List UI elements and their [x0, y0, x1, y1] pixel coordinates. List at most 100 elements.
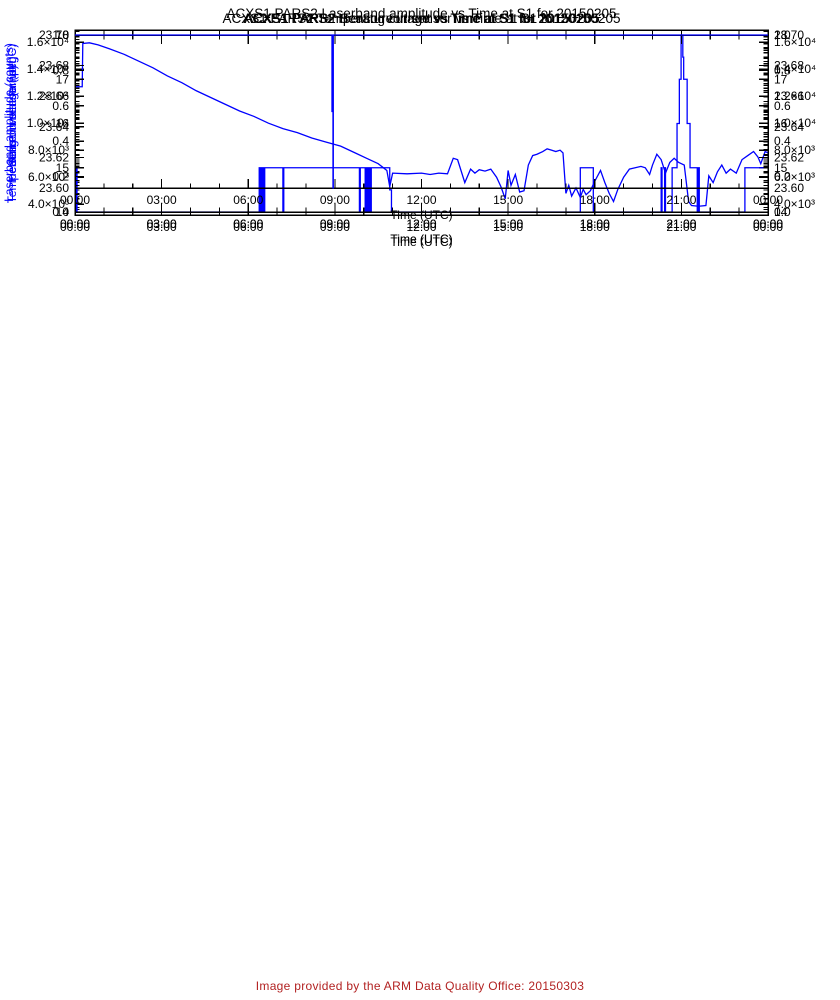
svg-text:15:00: 15:00	[493, 220, 523, 234]
y-axis-label: Laserband amplitude (counts)	[2, 43, 16, 202]
svg-text:12:00: 12:00	[406, 217, 436, 231]
svg-text:16: 16	[774, 117, 788, 131]
y-tick-labels: 14 14 15 15 16 16 17 17 18 18	[56, 28, 788, 219]
x-tick-labels: 00:00 03:00 06:00 09:00 12:00 15:00 18:00 21:00…	[60, 217, 783, 231]
svg-text:23.64: 23.64	[774, 120, 804, 134]
chart-title: ACXS1 PARS2 Heating current vs Time at S…	[243, 11, 599, 26]
svg-text:14: 14	[56, 205, 70, 219]
data-series-sensor-voltage	[75, 34, 768, 189]
svg-text:12:00: 12:00	[406, 217, 436, 231]
svg-text:1.2×10⁴: 1.2×10⁴	[774, 89, 816, 103]
svg-text:1.0: 1.0	[774, 28, 791, 42]
svg-text:8.0×10³: 8.0×10³	[774, 143, 815, 157]
svg-text:0.0: 0.0	[774, 205, 791, 219]
svg-text:06:00: 06:00	[233, 217, 263, 231]
svg-text:18:00: 18:00	[580, 193, 610, 207]
svg-text:18: 18	[56, 28, 70, 42]
svg-text:06:00: 06:00	[233, 193, 263, 207]
svg-text:23.60: 23.60	[39, 181, 69, 195]
svg-text:1.0×10⁴: 1.0×10⁴	[774, 116, 816, 130]
svg-text:21:00: 21:00	[666, 217, 696, 231]
svg-text:03:00: 03:00	[147, 217, 177, 231]
chart-title: ACXS1 PARS2 Laserband amplitude vs Time …	[227, 6, 617, 21]
svg-text:16: 16	[56, 117, 70, 131]
svg-text:0.6: 0.6	[774, 99, 791, 113]
svg-text:18: 18	[774, 28, 788, 42]
svg-text:8.0×10³: 8.0×10³	[28, 143, 69, 157]
x-axis-label: Time (UTC)	[390, 208, 452, 222]
svg-text:4.0×10³: 4.0×10³	[28, 197, 69, 211]
data-series-laserband-amplitude	[75, 42, 769, 207]
svg-text:03:00: 03:00	[147, 193, 177, 207]
svg-text:1.4×10⁴: 1.4×10⁴	[27, 62, 69, 76]
svg-text:1.4×10⁴: 1.4×10⁴	[774, 62, 816, 76]
svg-text:21:00: 21:00	[666, 220, 696, 234]
svg-text:0.0: 0.0	[52, 205, 69, 219]
svg-text:00:00: 00:00	[60, 220, 90, 234]
svg-text:00:00: 00:00	[60, 217, 90, 231]
chart-title: ACXS1 PARS2 Sensor voltage vs Time at S1…	[245, 11, 599, 26]
svg-text:1.6×10⁴: 1.6×10⁴	[27, 35, 69, 49]
x-tick-labels: 00:00 03:00 06:00 09:00 12:00 15:00 18:00 21:00…	[60, 217, 783, 231]
svg-text:0.2: 0.2	[52, 170, 69, 184]
svg-text:4.0×10³: 4.0×10³	[774, 197, 815, 211]
svg-text:1.0: 1.0	[52, 28, 69, 42]
y-tick-labels: 23.60 23.60 23.62 23.62 23.64 23.64 23.66 23.66…	[39, 28, 804, 195]
svg-text:0.8: 0.8	[774, 63, 791, 77]
y-tick-labels: 0.0 0.0 0.2 0.2 0.4 0.4 0.6 0.6 0.8 0.8 1.0 1.0	[52, 28, 791, 219]
svg-text:12:00: 12:00	[406, 220, 436, 234]
svg-text:15: 15	[774, 161, 788, 175]
provider-caption: Image provided by the ARM Data Quality O…	[255, 979, 585, 993]
svg-text:15:00: 15:00	[493, 193, 523, 207]
svg-text:15: 15	[56, 161, 70, 175]
y-axis-label: Temperature in sensor (degC)	[5, 44, 19, 203]
svg-text:15:00: 15:00	[493, 217, 523, 231]
svg-text:00:00: 00:00	[753, 220, 783, 234]
svg-text:23.68: 23.68	[39, 59, 69, 73]
svg-text:12:00: 12:00	[406, 193, 436, 207]
svg-text:0.2: 0.2	[774, 170, 791, 184]
x-tick-labels: 00:00 03:00 06:00 09:00 12:00 15:00 18:00 21:00…	[60, 220, 783, 234]
svg-text:09:00: 09:00	[320, 193, 350, 207]
svg-text:18:00: 18:00	[580, 217, 610, 231]
svg-text:0.4: 0.4	[774, 134, 791, 148]
svg-text:23.64: 23.64	[39, 120, 69, 134]
svg-text:06:00: 06:00	[233, 220, 263, 234]
svg-text:15:00: 15:00	[493, 217, 523, 231]
svg-text:09:00: 09:00	[320, 217, 350, 231]
svg-text:06:00: 06:00	[233, 217, 263, 231]
svg-text:14: 14	[774, 205, 788, 219]
svg-text:17: 17	[56, 72, 70, 86]
svg-text:23.70: 23.70	[774, 28, 804, 42]
svg-text:23.70: 23.70	[39, 28, 69, 42]
chart-svg-sensor-voltage: ACXS1 PARS2 Sensor voltage vs Time at S1…	[5, 11, 804, 222]
x-axis-label: Time (UTC)	[390, 235, 452, 249]
svg-text:23.62: 23.62	[774, 150, 804, 164]
y-tick-labels: 4.0×10³ 4.0×10³ 6.0×10³ 6.0×10³ 8.0×10³ 8.0×1…	[27, 35, 816, 211]
svg-text:17: 17	[774, 72, 788, 86]
chart-title: ACXS1 PARS2 Temperature in sensor vs Tim…	[223, 11, 621, 26]
y-axis-label: Heating current (amp)	[5, 65, 19, 182]
svg-text:21:00: 21:00	[666, 217, 696, 231]
chart-svg-laserband-amplitude: ACXS1 PARS2 Laserband amplitude vs Time …	[2, 6, 816, 249]
svg-text:1.6×10⁴: 1.6×10⁴	[774, 35, 816, 49]
svg-text:18:00: 18:00	[580, 220, 610, 234]
svg-text:1.0×10⁴: 1.0×10⁴	[27, 116, 69, 130]
axes	[74, 34, 769, 189]
svg-text:6.0×10³: 6.0×10³	[774, 170, 815, 184]
svg-text:1.2×10⁴: 1.2×10⁴	[27, 89, 69, 103]
svg-text:03:00: 03:00	[147, 220, 177, 234]
svg-text:0.8: 0.8	[52, 63, 69, 77]
data-series-sensor-temperature	[75, 34, 768, 213]
x-tick-labels: 00:00 03:00 06:00 09:00 12:00 15:00 18:00 21:00…	[60, 193, 783, 207]
svg-text:6.0×10³: 6.0×10³	[28, 170, 69, 184]
svg-text:23.68: 23.68	[774, 59, 804, 73]
svg-text:0.4: 0.4	[52, 134, 69, 148]
svg-text:00:00: 00:00	[753, 193, 783, 207]
svg-text:09:00: 09:00	[320, 220, 350, 234]
y-axis-label: Sensor voltage (volt)	[5, 56, 19, 166]
svg-text:00:00: 00:00	[60, 217, 90, 231]
svg-text:21:00: 21:00	[666, 193, 696, 207]
svg-text:03:00: 03:00	[147, 217, 177, 231]
